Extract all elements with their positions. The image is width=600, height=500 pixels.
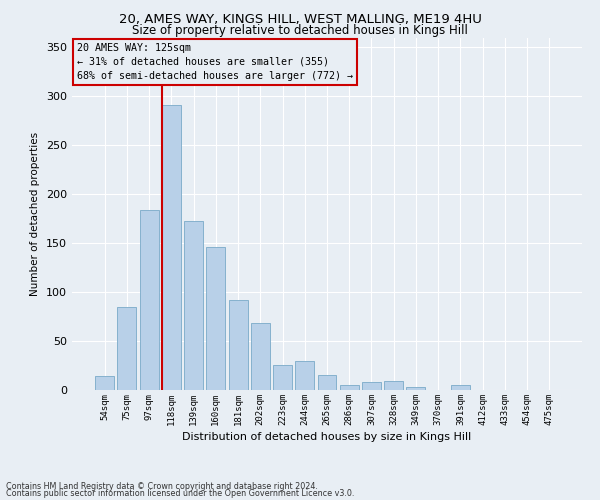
Bar <box>118 307 136 390</box>
Y-axis label: Number of detached properties: Number of detached properties <box>31 132 40 296</box>
Text: 20, AMES WAY, KINGS HILL, WEST MALLING, ME19 4HU: 20, AMES WAY, KINGS HILL, WEST MALLING, … <box>119 12 481 26</box>
Bar <box>140 210 158 390</box>
Bar <box>340 385 359 390</box>
Bar <box>362 382 381 390</box>
Text: 20 AMES WAY: 125sqm
← 31% of detached houses are smaller (355)
68% of semi-detac: 20 AMES WAY: 125sqm ← 31% of detached ho… <box>77 43 353 81</box>
Bar <box>406 387 425 390</box>
Bar <box>229 300 248 390</box>
Bar <box>206 247 225 390</box>
Bar <box>251 324 270 390</box>
Bar <box>184 220 203 390</box>
Text: Size of property relative to detached houses in Kings Hill: Size of property relative to detached ho… <box>132 24 468 37</box>
Bar <box>317 376 337 390</box>
Bar <box>162 105 181 390</box>
Text: Contains public sector information licensed under the Open Government Licence v3: Contains public sector information licen… <box>6 490 355 498</box>
Bar <box>384 381 403 390</box>
Text: Contains HM Land Registry data © Crown copyright and database right 2024.: Contains HM Land Registry data © Crown c… <box>6 482 318 491</box>
Bar <box>273 364 292 390</box>
Bar <box>451 385 470 390</box>
Bar <box>295 360 314 390</box>
Bar <box>95 376 114 390</box>
X-axis label: Distribution of detached houses by size in Kings Hill: Distribution of detached houses by size … <box>182 432 472 442</box>
